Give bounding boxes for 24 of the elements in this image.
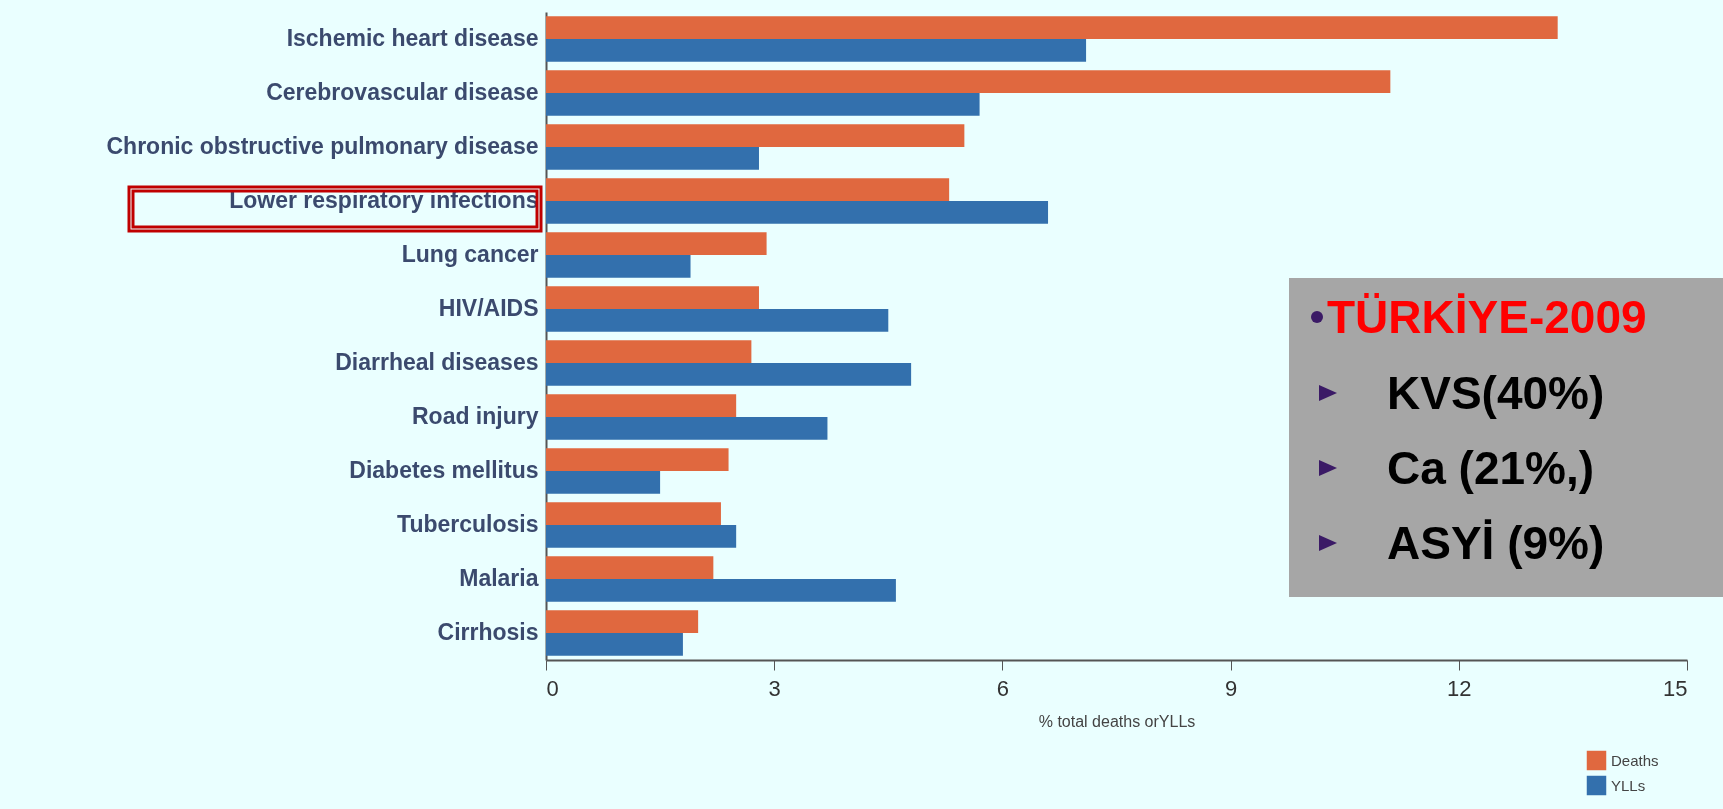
- legend-label: Deaths: [1611, 751, 1659, 769]
- y-tick-label: Chronic obstructive pulmonary disease: [106, 133, 539, 159]
- x-tick-label: 6: [996, 675, 1010, 701]
- annotation: Ca (21%,): [1387, 441, 1595, 495]
- y-tick-label: Diarrheal diseases: [335, 349, 539, 375]
- x-axis-title: % total deaths orYLLs: [1038, 712, 1196, 730]
- x-tick-label: 15: [1663, 675, 1688, 701]
- x-tick-label: 0: [546, 675, 559, 701]
- x-tick-label: 3: [768, 675, 781, 701]
- y-tick-label: Tuberculosis: [397, 511, 539, 537]
- x-tick-label: 9: [1224, 675, 1238, 701]
- y-tick-label: Cirrhosis: [437, 619, 539, 645]
- annotation: ASYİ (9%): [1387, 516, 1605, 570]
- annotation: TÜRKİYE-2009: [1327, 290, 1647, 344]
- y-tick-label: HIV/AIDS: [438, 295, 539, 321]
- legend-label: YLLs: [1611, 776, 1646, 794]
- y-tick-label: Ischemic heart disease: [286, 25, 539, 51]
- y-tick-label: Road injury: [411, 403, 539, 429]
- y-tick-label: Diabetes mellitus: [349, 457, 539, 483]
- y-tick-label: Lung cancer: [401, 241, 539, 267]
- y-tick-label: Malaria: [459, 565, 539, 591]
- x-tick-label: 12: [1447, 675, 1472, 701]
- annotation: KVS(40%): [1387, 366, 1605, 420]
- y-tick-label: Cerebrovascular disease: [266, 79, 539, 105]
